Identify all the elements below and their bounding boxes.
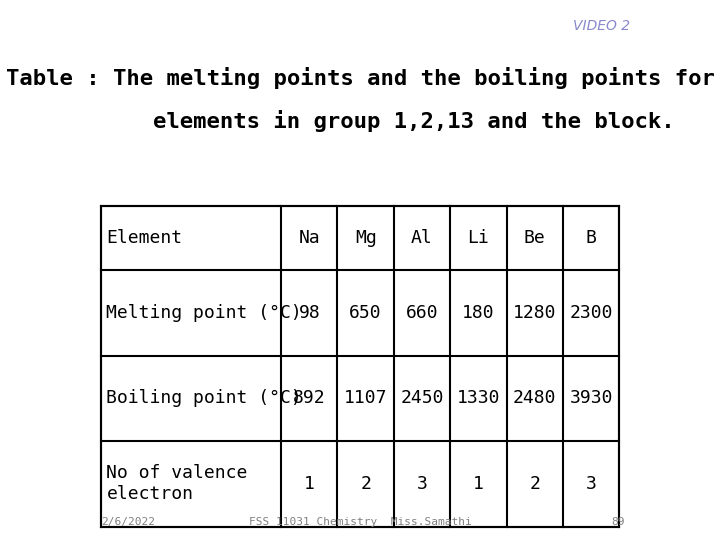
Text: Boiling point (°C): Boiling point (°C) [107, 389, 302, 407]
Text: 1280: 1280 [513, 304, 557, 322]
Text: 180: 180 [462, 304, 495, 322]
Text: Al: Al [411, 229, 433, 247]
Text: Li: Li [467, 229, 489, 247]
Text: 2450: 2450 [400, 389, 444, 407]
Text: 2: 2 [360, 475, 371, 493]
Text: 1330: 1330 [456, 389, 500, 407]
Text: 650: 650 [349, 304, 382, 322]
Text: 2300: 2300 [570, 304, 613, 322]
Text: 3: 3 [585, 475, 596, 493]
Text: 660: 660 [405, 304, 438, 322]
Text: No of valence
electron: No of valence electron [107, 464, 248, 503]
Text: FSS 11031 Chemistry  Miss.Samathi: FSS 11031 Chemistry Miss.Samathi [248, 517, 472, 526]
FancyBboxPatch shape [101, 206, 619, 526]
Text: 1: 1 [304, 475, 315, 493]
Text: 3: 3 [417, 475, 428, 493]
Text: Table : The melting points and the boiling points for: Table : The melting points and the boili… [6, 67, 714, 89]
Text: 1107: 1107 [344, 389, 387, 407]
Text: Element: Element [107, 229, 182, 247]
Text: VIDEO 2: VIDEO 2 [573, 19, 631, 33]
Text: 3930: 3930 [570, 389, 613, 407]
Text: 2/6/2022: 2/6/2022 [101, 517, 155, 526]
Text: 89: 89 [611, 517, 625, 526]
Text: Be: Be [524, 229, 546, 247]
Text: elements in group 1,2,13 and the block.: elements in group 1,2,13 and the block. [45, 110, 675, 132]
Text: 1: 1 [473, 475, 484, 493]
Text: 892: 892 [293, 389, 325, 407]
Text: 2480: 2480 [513, 389, 557, 407]
Text: B: B [585, 229, 596, 247]
Text: 98: 98 [298, 304, 320, 322]
Text: Mg: Mg [355, 229, 377, 247]
Text: Na: Na [298, 229, 320, 247]
Text: 2: 2 [529, 475, 540, 493]
Text: Melting point (°C): Melting point (°C) [107, 304, 302, 322]
